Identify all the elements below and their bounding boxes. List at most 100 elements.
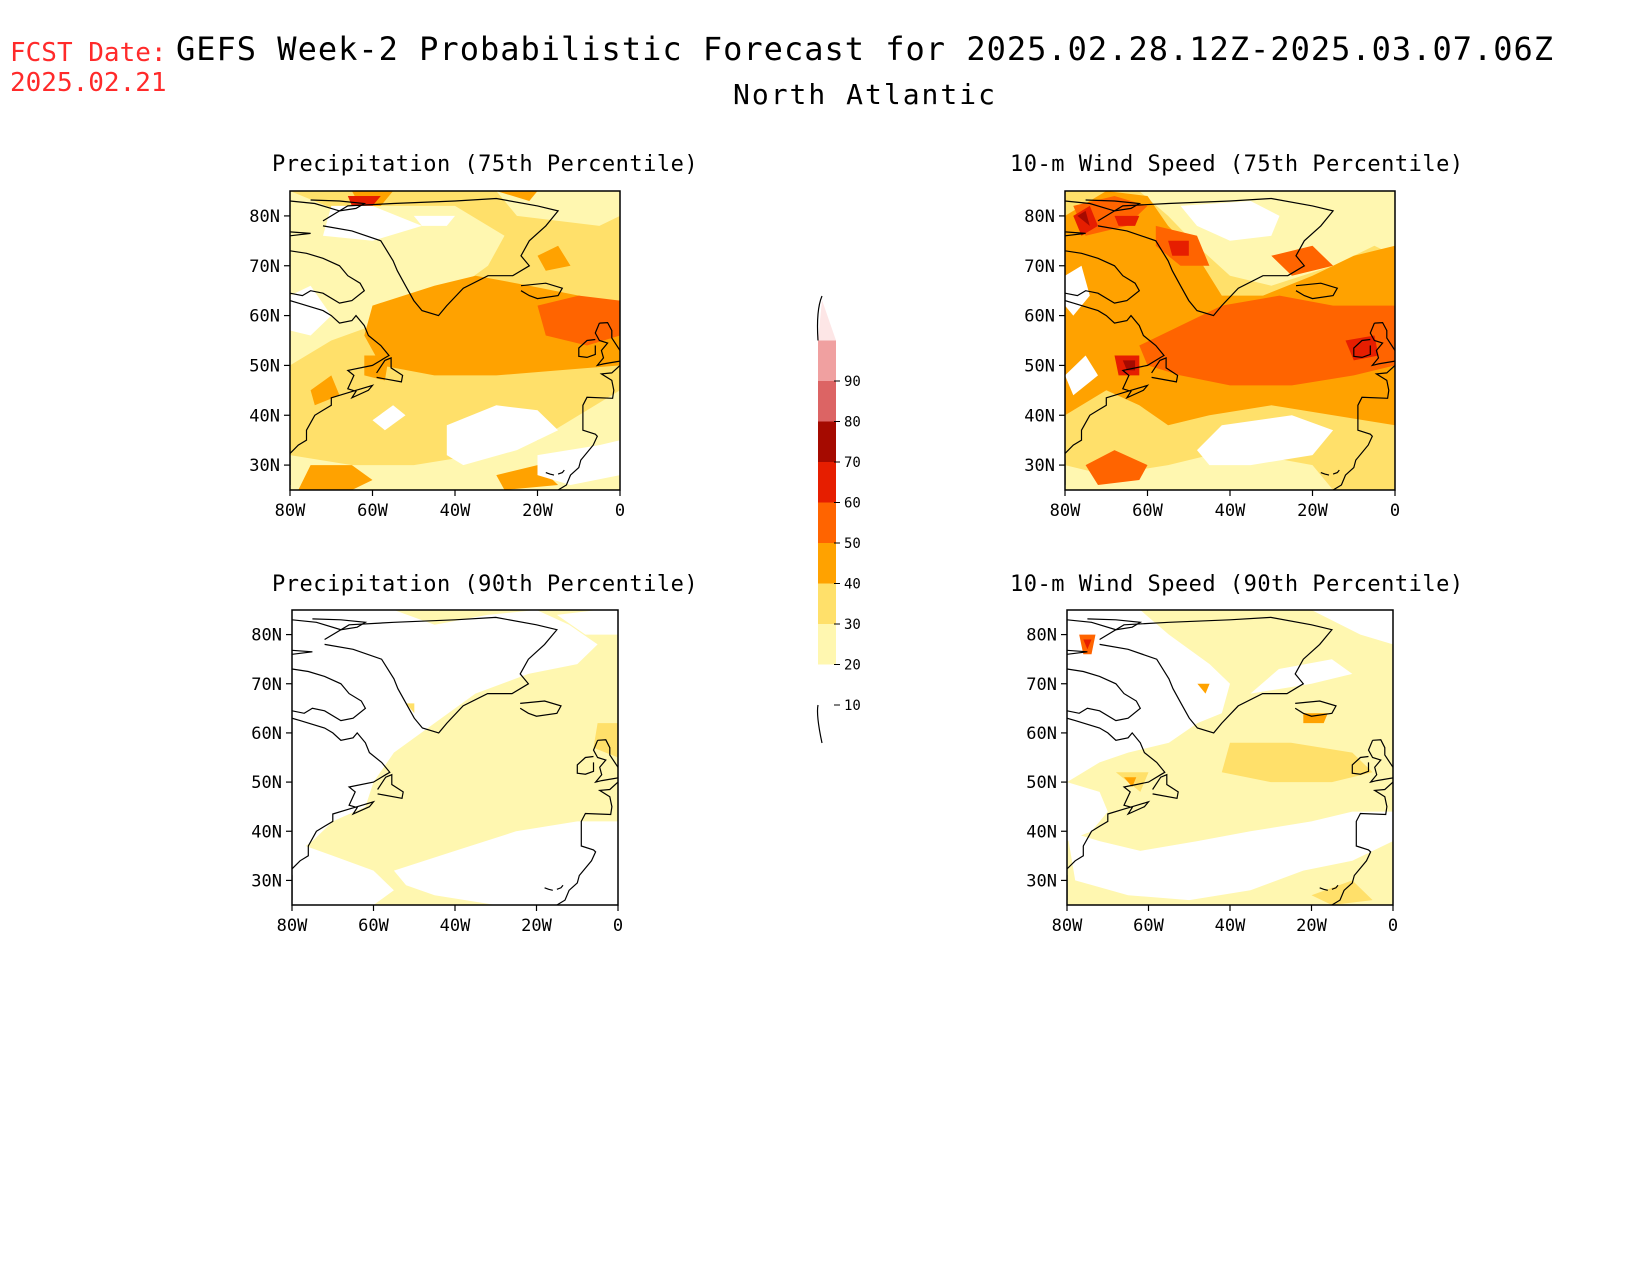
- coastline: [556, 781, 618, 905]
- colorbar-segment: [818, 624, 836, 665]
- panel-title-wind-90: 10-m Wind Speed (90th Percentile): [1010, 572, 1464, 597]
- shade-region: [1065, 355, 1098, 396]
- lat-tick-label: 70N: [249, 257, 280, 277]
- coastline: [1351, 755, 1370, 775]
- lon-tick-label: 80W: [277, 916, 308, 936]
- shade-region: [1067, 610, 1230, 783]
- lat-tick-label: 50N: [1024, 356, 1055, 376]
- coastline: [578, 338, 596, 359]
- coastline: [576, 755, 595, 775]
- lat-tick-label: 40N: [249, 406, 280, 426]
- coastline: [556, 884, 564, 890]
- lat-tick-label: 80N: [251, 626, 282, 646]
- lat-tick-label: 60N: [1026, 724, 1057, 744]
- colorbar-label: 40: [844, 577, 861, 593]
- lon-tick-label: 60W: [358, 916, 389, 936]
- coastline: [592, 739, 618, 784]
- coastline: [1065, 231, 1086, 237]
- coastline: [292, 717, 391, 901]
- shade-region: [1250, 659, 1353, 694]
- coastline: [1152, 773, 1179, 799]
- map-shading: [1065, 191, 1395, 490]
- coastline: [1097, 197, 1335, 317]
- shade-region: [364, 355, 389, 381]
- coastline: [1067, 668, 1142, 722]
- coastline: [557, 364, 620, 490]
- map-panel-precip-90: 80N 70N 60N 50N 40N 30N 80W 60W 40W 20W 0: [251, 609, 623, 936]
- shade-region: [323, 205, 422, 241]
- lat-tick-label: 80N: [249, 207, 280, 227]
- lon-tick-label: 0: [1390, 501, 1400, 521]
- shade-region: [1065, 265, 1090, 316]
- lon-tick-label: 40W: [440, 916, 471, 936]
- coastline: [290, 300, 390, 485]
- colorbar-label: 60: [844, 496, 861, 512]
- colorbar-label: 30: [844, 617, 861, 633]
- shade-region: [393, 821, 618, 905]
- shade-region: [1077, 210, 1090, 226]
- colorbar-label: 70: [844, 455, 861, 471]
- shade-region: [298, 465, 373, 490]
- shade-region: [1139, 295, 1395, 386]
- shade-region: [1067, 782, 1108, 842]
- coastline: [292, 618, 368, 631]
- shade-region: [1221, 742, 1373, 783]
- shade-region: [537, 295, 620, 346]
- shade-region: [290, 285, 332, 336]
- colorbar-segment: [818, 462, 836, 503]
- map-shading: [1067, 610, 1393, 905]
- coastline: [557, 469, 565, 475]
- colorbar-segment: [818, 543, 836, 584]
- lat-tick-label: 50N: [1026, 773, 1057, 793]
- coastline: [290, 250, 366, 304]
- colorbar-segment: [818, 583, 836, 624]
- shade-region: [1168, 240, 1189, 256]
- lat-tick-label: 50N: [249, 356, 280, 376]
- lon-tick-label: 80W: [1052, 916, 1083, 936]
- lat-tick-label: 40N: [1024, 406, 1055, 426]
- lat-tick-label: 40N: [251, 822, 282, 842]
- coastline: [322, 197, 560, 317]
- lon-tick-label: 20W: [521, 916, 552, 936]
- colorbar-label: 50: [844, 536, 861, 552]
- coastline: [1320, 472, 1330, 476]
- coastline: [290, 199, 367, 212]
- coastline: [290, 231, 311, 237]
- shade-region: [446, 405, 559, 466]
- coastline: [1065, 199, 1142, 212]
- colorbar: 10 20 30 40 50 60 70 80 90: [816, 295, 861, 744]
- coastline: [377, 773, 404, 799]
- lat-tick-label: 80N: [1026, 626, 1057, 646]
- forecast-date-value: 2025.02.21: [10, 68, 167, 98]
- shade-region: [1180, 201, 1280, 241]
- shade-region: [292, 841, 394, 905]
- shade-region: [537, 245, 571, 271]
- lat-tick-label: 70N: [1024, 257, 1055, 277]
- lon-tick-label: 40W: [1215, 916, 1246, 936]
- coastline: [1065, 300, 1165, 485]
- lon-tick-label: 40W: [440, 501, 471, 521]
- map-panel-wind-75: 80N 70N 60N 50N 40N 30N 80W 60W 40W 20W 0: [1024, 190, 1400, 521]
- coastline: [1067, 649, 1088, 655]
- coastline: [1099, 616, 1333, 734]
- lon-tick-label: 80W: [1050, 501, 1081, 521]
- shade-region: [1197, 683, 1210, 694]
- map-shading: [290, 191, 620, 490]
- coastline: [1067, 618, 1143, 631]
- lat-tick-label: 60N: [249, 307, 280, 327]
- shade-region: [1271, 245, 1334, 276]
- coastline: [544, 887, 553, 891]
- colorbar-cap-top: [816, 295, 823, 341]
- coastline: [1331, 884, 1339, 890]
- coastline: [1151, 357, 1179, 383]
- coastline: [1319, 887, 1328, 891]
- chart-subtitle: North Atlantic: [732, 78, 997, 111]
- shade-region: [1122, 360, 1136, 371]
- lat-tick-label: 50N: [251, 773, 282, 793]
- coastline: [1294, 700, 1337, 717]
- coastline: [1369, 321, 1395, 367]
- shade-region: [413, 215, 455, 226]
- map-panel-precip-75: 80N 70N 60N 50N 40N 30N 80W 60W 40W 20W 0: [249, 190, 625, 521]
- lon-tick-label: 40W: [1215, 501, 1246, 521]
